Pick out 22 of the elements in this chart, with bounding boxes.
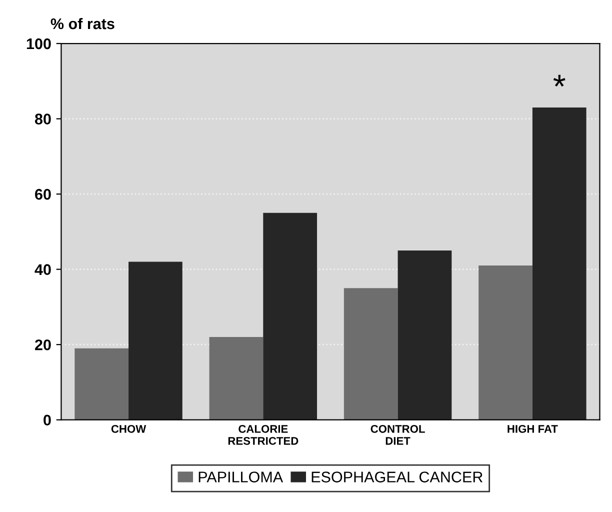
y-axis-title: % of rats <box>50 18 114 30</box>
legend-label: PAPILLOMA <box>198 472 284 482</box>
bar <box>398 250 452 420</box>
x-tick-label: CONTROL DIET <box>370 424 425 445</box>
bar <box>532 107 586 420</box>
annotation: * <box>553 74 566 87</box>
legend-label: ESOPHAGEAL CANCER <box>312 472 482 482</box>
y-tick-label: 60 <box>35 188 51 200</box>
y-tick-label: 100 <box>26 38 51 50</box>
y-tick-label: 40 <box>34 264 51 275</box>
bar <box>209 337 264 420</box>
bar <box>263 212 318 420</box>
x-tick-label: CALORIE RESTRICTED <box>228 424 298 445</box>
x-tick-label: HIGH FAT <box>508 424 558 433</box>
bar <box>344 288 398 420</box>
x-tick-label: CHOW <box>111 424 146 433</box>
y-tick-label: 20 <box>35 339 51 350</box>
bar <box>128 262 182 420</box>
y-tick-label: 0 <box>44 414 51 426</box>
bar <box>74 348 129 420</box>
bar <box>478 266 532 420</box>
y-tick-label: 80 <box>34 114 51 124</box>
